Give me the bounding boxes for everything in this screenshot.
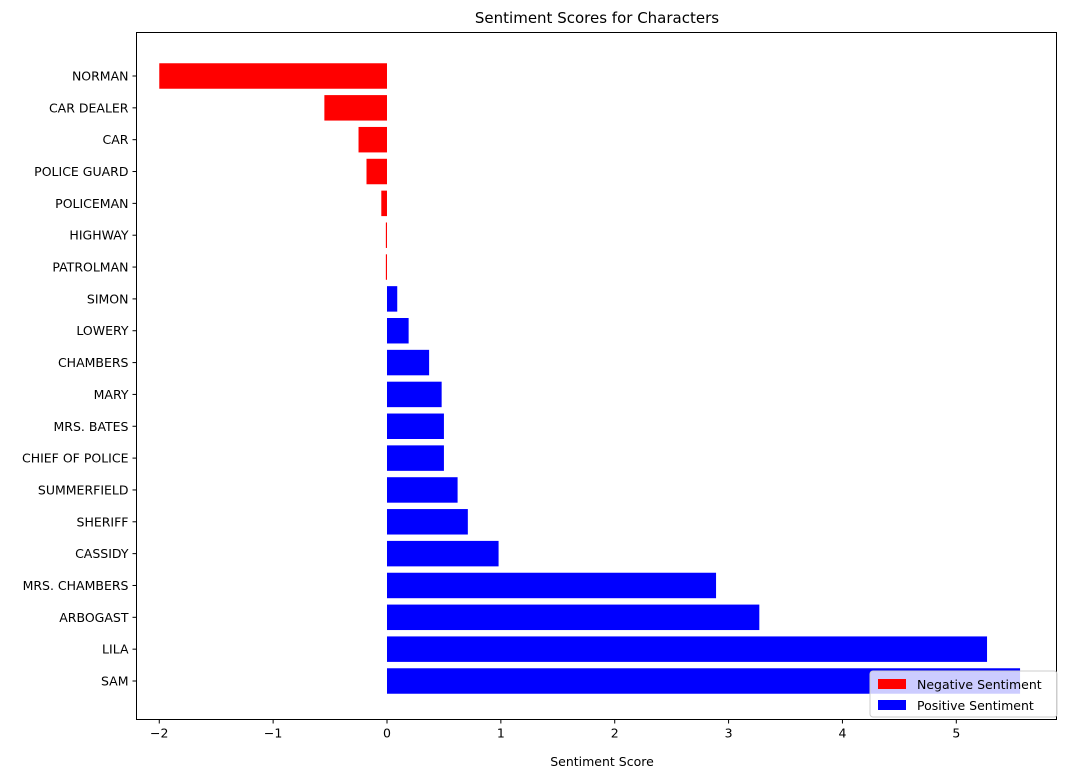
legend-swatch-positive xyxy=(878,700,906,710)
bar-sheriff xyxy=(386,509,468,535)
y-tick-label: POLICE GUARD xyxy=(34,164,128,179)
legend-swatch-negative xyxy=(878,679,906,689)
bar-policeman xyxy=(381,190,387,217)
x-axis-ticks: −2 −1 0 1 2 3 4 5 xyxy=(150,719,960,741)
y-tick-label: CHAMBERS xyxy=(58,355,129,370)
y-tick-label: LILA xyxy=(102,642,129,657)
y-tick-label: SHERIFF xyxy=(77,514,129,529)
legend-label-negative: Negative Sentiment xyxy=(917,677,1042,692)
bar-car-dealer xyxy=(324,95,387,121)
bar-mary xyxy=(386,381,442,408)
bars-group xyxy=(159,63,1021,694)
bar-cassidy xyxy=(386,540,499,567)
bar-mrs-chambers xyxy=(386,572,717,599)
plot-frame xyxy=(136,32,1057,720)
legend-label-positive: Positive Sentiment xyxy=(917,698,1034,713)
chart-title: Sentiment Scores for Characters xyxy=(475,9,719,27)
x-axis-title: Sentiment Score xyxy=(550,754,654,769)
y-tick-label: SAM xyxy=(101,674,129,689)
x-tick-label: −1 xyxy=(264,726,282,741)
y-tick-label: MRS. BATES xyxy=(54,419,129,434)
y-tick-label: CAR DEALER xyxy=(49,100,129,115)
bar-arbogast xyxy=(386,604,760,631)
y-tick-label: LOWERY xyxy=(76,323,129,338)
bar-police-guard xyxy=(366,158,387,185)
x-tick-label: 3 xyxy=(725,726,733,741)
y-tick-label: CAR xyxy=(103,132,129,147)
y-tick-label: SUMMERFIELD xyxy=(38,482,129,497)
bar-patrolman xyxy=(385,254,387,280)
bar-lowery xyxy=(386,318,409,344)
y-tick-label: HIGHWAY xyxy=(69,228,128,243)
y-tick-label: NORMAN xyxy=(72,69,129,84)
legend: Negative Sentiment Positive Sentiment xyxy=(869,670,1058,718)
y-tick-label: POLICEMAN xyxy=(55,196,128,211)
x-tick-label: 2 xyxy=(611,726,619,741)
y-tick-label: SIMON xyxy=(87,291,129,306)
y-tick-label: CHIEF OF POLICE xyxy=(22,451,129,466)
legend-frame xyxy=(869,670,1058,718)
bar-car xyxy=(358,126,387,153)
y-tick-label: CASSIDY xyxy=(75,546,129,561)
x-tick-label: 4 xyxy=(838,726,846,741)
bar-lila xyxy=(386,636,988,662)
y-tick-label: ARBOGAST xyxy=(59,610,129,625)
x-tick-label: 0 xyxy=(383,726,391,741)
y-axis-ticks: NORMAN CAR DEALER CAR POLICE GUARD POLICEMAN… xyxy=(22,69,137,689)
y-tick-label: PATROLMAN xyxy=(52,260,128,275)
y-tick-label: MRS. CHAMBERS xyxy=(23,578,129,593)
x-tick-label: −2 xyxy=(150,726,168,741)
bar-chief-of-police xyxy=(386,445,444,471)
bar-simon xyxy=(386,286,398,312)
bar-summerfield xyxy=(386,477,458,503)
y-tick-label: MARY xyxy=(94,387,129,402)
bar-norman xyxy=(159,63,387,89)
bar-mrs-bates xyxy=(386,413,444,439)
x-tick-label: 5 xyxy=(952,726,960,741)
bar-chambers xyxy=(386,349,430,376)
bar-highway xyxy=(385,222,387,248)
x-tick-label: 1 xyxy=(497,726,505,741)
